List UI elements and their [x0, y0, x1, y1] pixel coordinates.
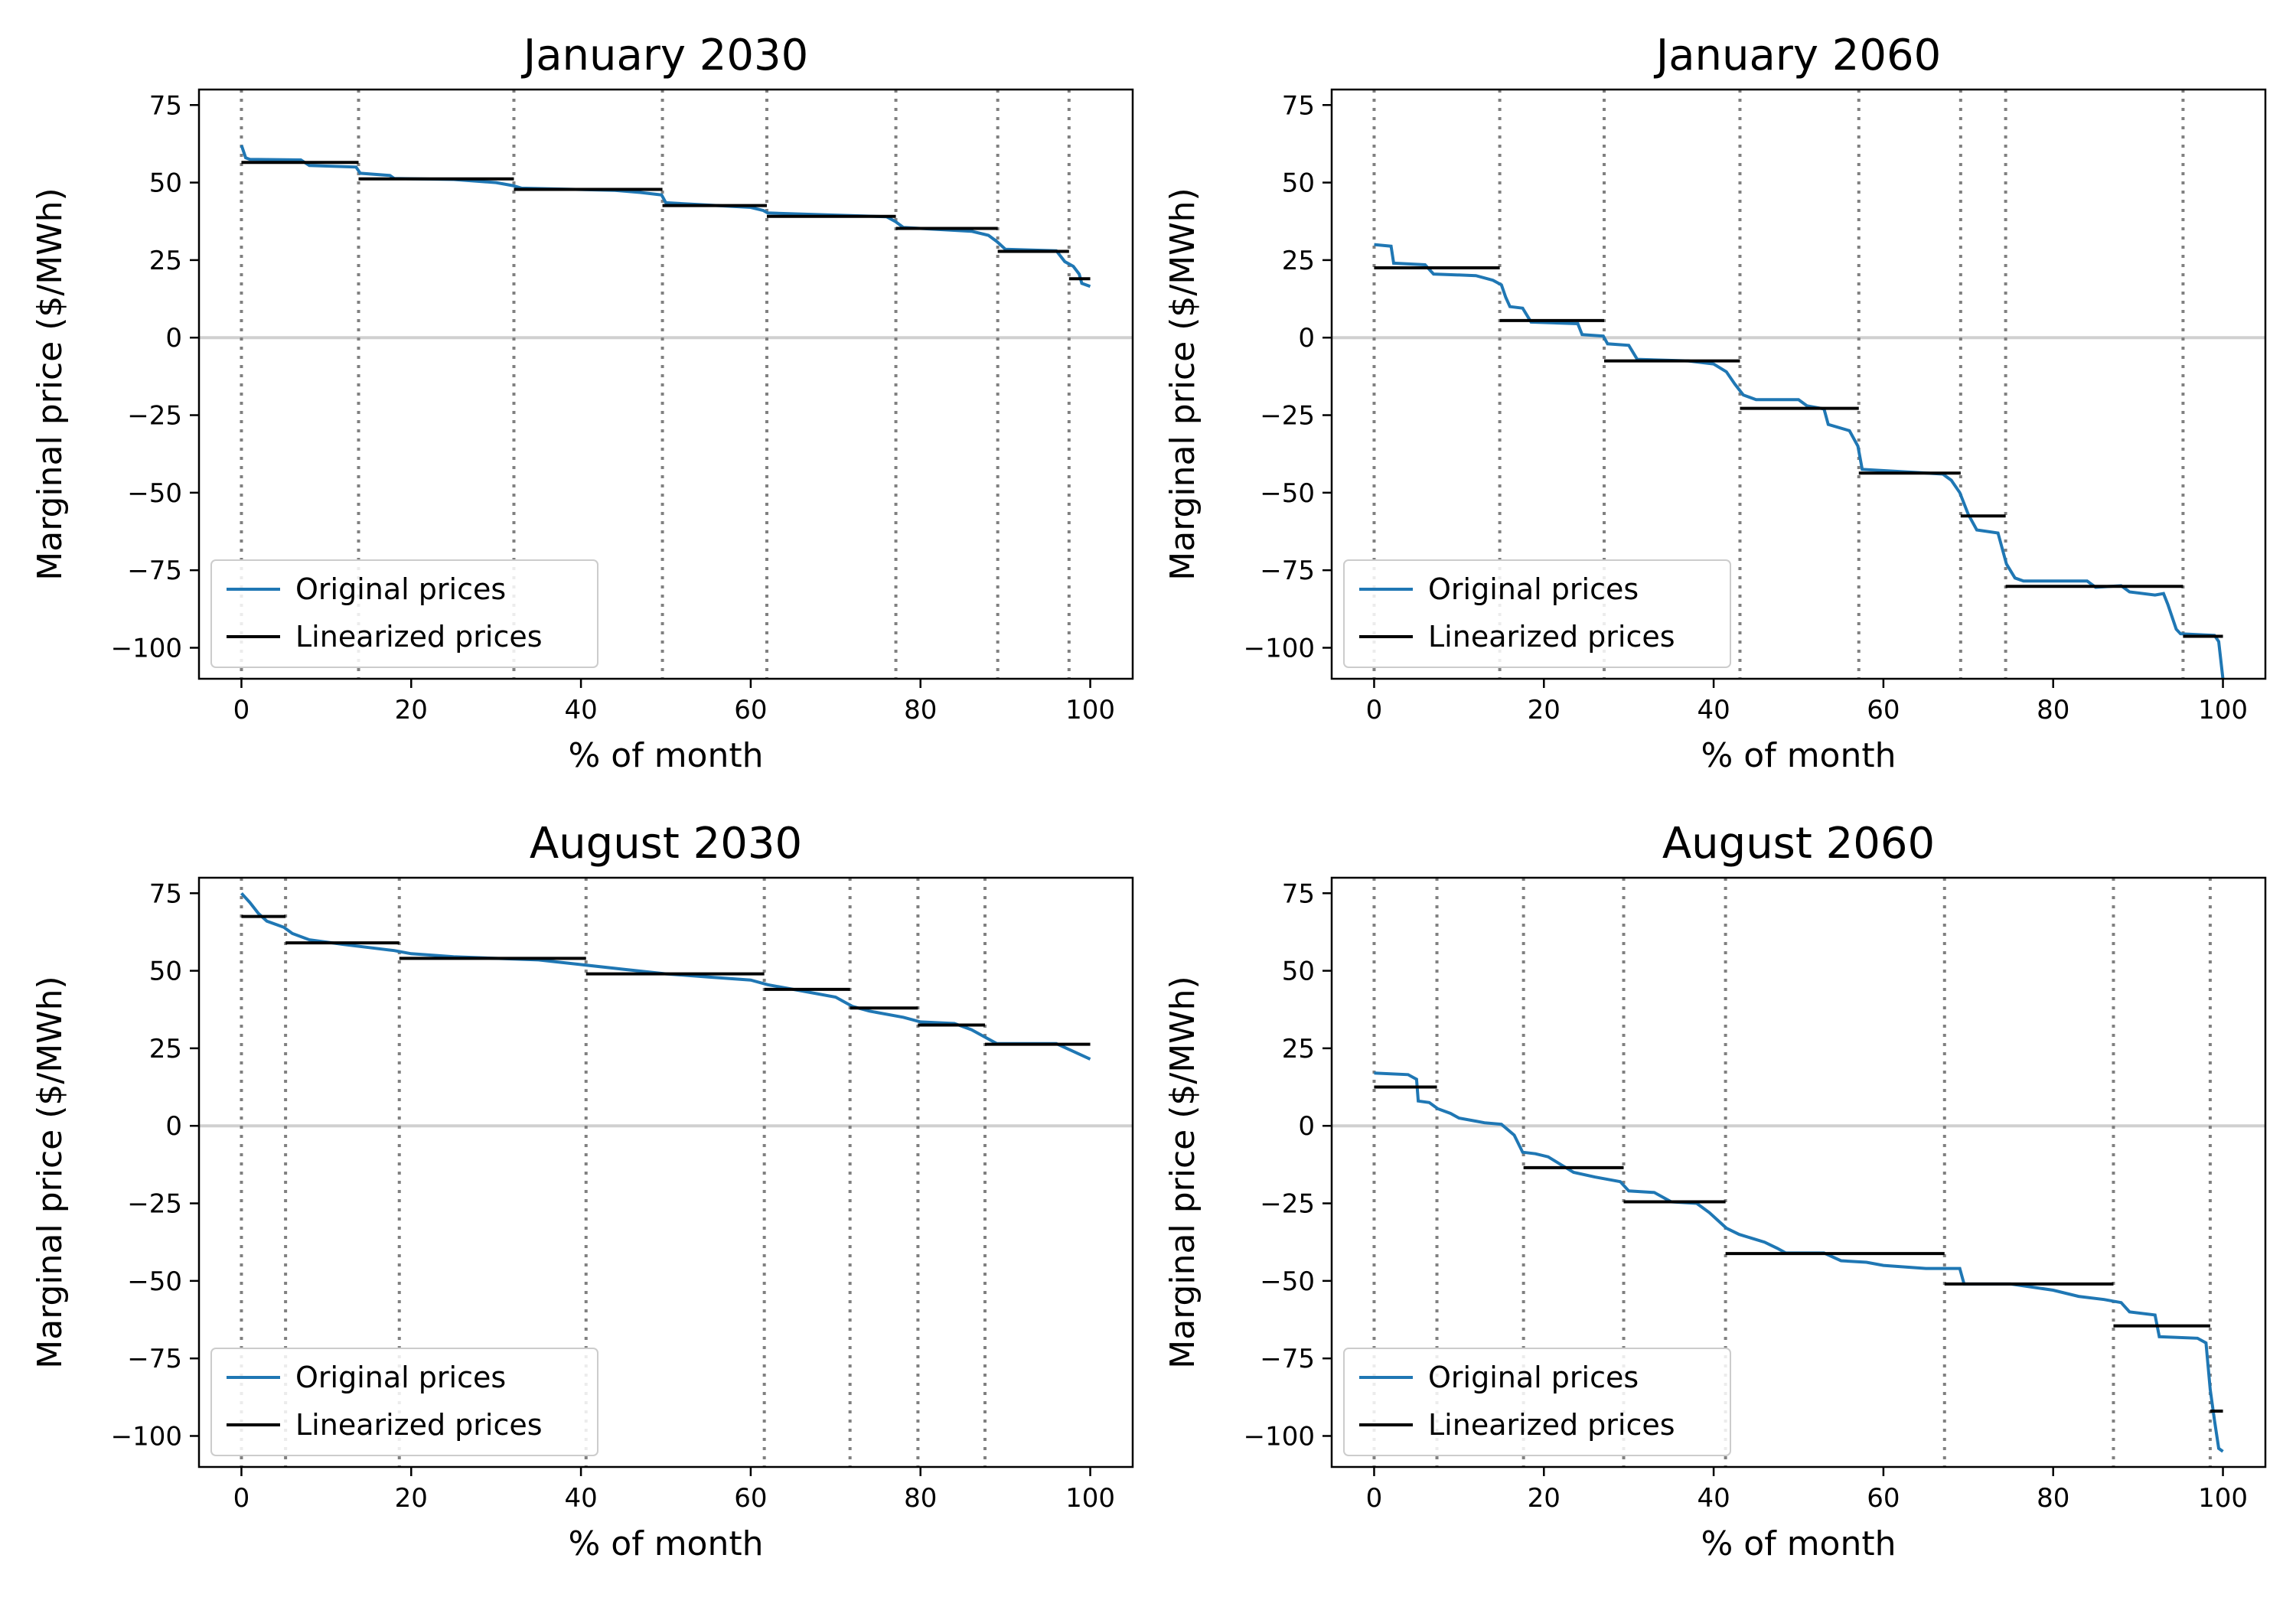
y-tick-label: −50 [127, 1266, 182, 1297]
legend-label-original: Original prices [1428, 1361, 1639, 1394]
x-tick-label: 80 [904, 695, 937, 725]
legend-label-original: Original prices [295, 572, 506, 606]
x-tick-label: 0 [1366, 1483, 1383, 1514]
x-tick-label: 40 [1697, 1483, 1730, 1514]
y-tick-label: 50 [1282, 957, 1315, 987]
panel-title: August 2030 [530, 819, 802, 869]
x-tick-label: 100 [2198, 1483, 2248, 1514]
x-tick-label: 20 [1528, 695, 1561, 725]
legend-label-linearized: Linearized prices [1428, 620, 1675, 654]
y-tick-label: −25 [1260, 1189, 1315, 1220]
x-axis-label: % of month [1701, 736, 1896, 775]
legend: Original prices Linearized prices [210, 1348, 598, 1456]
legend-box [210, 1348, 598, 1456]
y-tick-label: −75 [127, 556, 182, 586]
y-tick-label: −100 [1244, 633, 1315, 663]
y-tick-label: −75 [127, 1344, 182, 1374]
y-tick-label: 50 [149, 957, 182, 987]
x-tick-label: 80 [2037, 695, 2069, 725]
x-tick-label: 20 [395, 1483, 428, 1514]
x-tick-label: 80 [904, 1483, 937, 1514]
y-tick-label: 75 [1282, 90, 1315, 121]
original-prices-line [1374, 1071, 2224, 1453]
y-tick-label: −50 [1260, 478, 1315, 509]
y-tick-label: 25 [149, 246, 182, 276]
legend: Original prices Linearized prices [1343, 559, 1731, 668]
y-tick-label: 75 [149, 878, 182, 909]
y-tick-label: 0 [165, 1111, 182, 1142]
y-tick-label: −50 [1260, 1266, 1315, 1297]
y-tick-label: −75 [1260, 1344, 1315, 1374]
x-axis-label: % of month [569, 1524, 764, 1563]
y-axis-label: Marginal price ($/MWh) [1163, 187, 1202, 580]
chart-panel-4: 0 20 40 60 80 100 75 50 25 0 −25 −50 −75 −100 August 2… [1163, 819, 2267, 1563]
original-prices-line [240, 892, 1091, 1061]
chart-panel-3: 0 20 40 60 80 100 75 50 25 0 −25 −50 −75 −100 August 2… [31, 819, 1134, 1563]
y-tick-label: −25 [127, 1189, 182, 1220]
x-tick-label: 0 [1366, 695, 1383, 725]
x-tick-label: 100 [2198, 695, 2248, 725]
y-tick-label: 25 [1282, 246, 1315, 276]
legend-label-linearized: Linearized prices [295, 1408, 543, 1442]
y-tick-label: −100 [111, 633, 182, 663]
y-tick-label: −25 [127, 401, 182, 432]
x-tick-label: 40 [1697, 695, 1730, 725]
y-tick-label: −25 [1260, 401, 1315, 432]
x-tick-label: 80 [2037, 1483, 2069, 1514]
legend-box [1343, 1348, 1731, 1456]
panel-title: January 2030 [521, 31, 809, 80]
x-tick-label: 20 [1528, 1483, 1561, 1514]
y-tick-label: −100 [111, 1421, 182, 1452]
legend-box [1343, 559, 1731, 668]
legend-label-original: Original prices [1428, 572, 1639, 606]
y-tick-label: 75 [149, 90, 182, 121]
chart-panel-1: 0 20 40 60 80 100 75 50 25 0 −25 −50 −75 −100 January … [31, 31, 1134, 775]
plot-frame [197, 88, 1134, 680]
legend-label-linearized: Linearized prices [295, 620, 543, 654]
y-tick-label: −50 [127, 478, 182, 509]
x-tick-label: 100 [1065, 1483, 1115, 1514]
x-axis-label: % of month [569, 736, 764, 775]
chart-panel-2: 0 20 40 60 80 100 75 50 25 0 −25 −50 −75 −100 January … [1163, 31, 2267, 775]
y-axis-label: Marginal price ($/MWh) [31, 976, 70, 1368]
x-tick-label: 20 [395, 695, 428, 725]
x-axis-label: % of month [1701, 1524, 1896, 1563]
y-tick-label: 50 [149, 168, 182, 199]
x-tick-label: 0 [233, 1483, 250, 1514]
legend: Original prices Linearized prices [210, 559, 598, 668]
y-tick-label: 0 [165, 323, 182, 354]
x-tick-label: 0 [233, 695, 250, 725]
y-tick-label: 0 [1298, 1111, 1315, 1142]
y-tick-label: 75 [1282, 878, 1315, 909]
x-tick-label: 60 [1867, 695, 1900, 725]
x-tick-label: 60 [734, 1483, 767, 1514]
x-tick-label: 40 [564, 1483, 597, 1514]
y-tick-label: −75 [1260, 556, 1315, 586]
x-tick-label: 60 [734, 695, 767, 725]
plot-frame [197, 876, 1134, 1468]
y-tick-label: 0 [1298, 323, 1315, 354]
y-tick-label: 25 [1282, 1034, 1315, 1064]
legend-label-original: Original prices [295, 1361, 506, 1394]
legend-box [210, 559, 598, 668]
y-tick-label: 50 [1282, 168, 1315, 199]
y-tick-label: −100 [1244, 1421, 1315, 1452]
legend-label-linearized: Linearized prices [1428, 1408, 1675, 1442]
y-axis-label: Marginal price ($/MWh) [1163, 976, 1202, 1368]
legend: Original prices Linearized prices [1343, 1348, 1731, 1456]
original-prices-line [240, 145, 1091, 288]
panel-title: August 2060 [1662, 819, 1935, 869]
x-tick-label: 40 [564, 695, 597, 725]
y-tick-label: 25 [149, 1034, 182, 1064]
x-tick-label: 60 [1867, 1483, 1900, 1514]
plot-frame [1330, 876, 2267, 1468]
plot-frame [1330, 88, 2267, 680]
panel-title: January 2060 [1654, 31, 1942, 80]
y-axis-label: Marginal price ($/MWh) [31, 187, 70, 580]
x-tick-label: 100 [1065, 695, 1115, 725]
